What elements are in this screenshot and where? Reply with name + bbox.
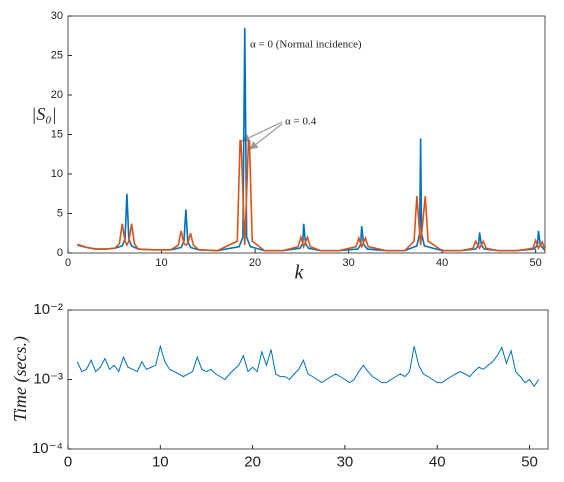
x-tick-label: 0	[65, 257, 71, 269]
y-tick-label: 0	[57, 247, 63, 259]
x-tick-label: 10	[152, 453, 169, 470]
y-tick-label: 10⁻²	[33, 301, 63, 318]
arrow	[241, 121, 283, 142]
x-tick-label: 50	[521, 453, 538, 470]
y-tick-label: 10	[51, 168, 63, 180]
x-tick-label: 40	[429, 453, 446, 470]
data-line	[76, 344, 540, 388]
y-tick-label: 30	[51, 10, 63, 22]
annotation: α = 0.4	[285, 116, 317, 128]
y-axis-label: |S₀|	[31, 104, 56, 124]
arrow	[249, 123, 283, 150]
axes-box	[67, 15, 546, 254]
x-axis-label: k	[295, 262, 305, 284]
data-line	[77, 27, 546, 252]
x-tick-label: 20	[249, 257, 261, 269]
x-tick-label: 50	[530, 257, 542, 269]
y-tick-label: 20	[51, 89, 63, 101]
x-tick-label: 40	[436, 257, 448, 269]
x-tick-label: 30	[337, 453, 354, 470]
y-tick-label: 15	[51, 128, 63, 140]
x-tick-label: 0	[64, 453, 72, 470]
x-tick-label: 30	[342, 257, 354, 269]
y-tick-label: 25	[51, 49, 63, 61]
x-tick-label: 10	[155, 257, 167, 269]
axes-box	[67, 309, 549, 450]
x-tick-label: 20	[244, 453, 261, 470]
y-tick-label: 10⁻⁴	[32, 440, 63, 457]
y-axis-label: Time (secs.)	[10, 336, 31, 422]
annotation: α = 0 (Normal incidence)	[250, 39, 362, 51]
data-line	[77, 140, 546, 252]
y-tick-label: 10⁻³	[33, 370, 63, 387]
y-tick-label: 5	[57, 207, 63, 219]
